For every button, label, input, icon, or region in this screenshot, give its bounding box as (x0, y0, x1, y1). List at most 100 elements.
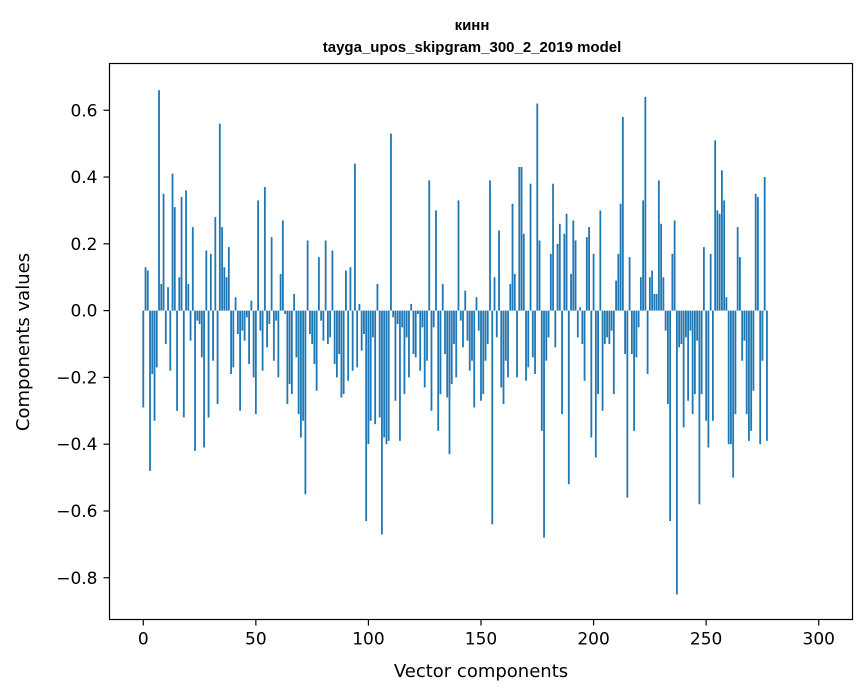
bar (155, 310, 158, 368)
bar (766, 310, 768, 441)
bar (446, 310, 449, 398)
bar (608, 310, 611, 344)
y-tick-label: 0.2 (70, 235, 97, 255)
bar (639, 277, 642, 311)
bar (363, 310, 365, 334)
bar (187, 283, 190, 311)
bar (176, 310, 178, 411)
y-tick-label: −0.6 (56, 502, 97, 522)
bar (682, 310, 685, 428)
bar (173, 207, 176, 311)
bar (657, 180, 660, 311)
bar (376, 283, 379, 311)
y-tick-label: −0.2 (56, 368, 97, 388)
bar (236, 310, 239, 334)
bar (311, 310, 314, 344)
bar (441, 283, 444, 311)
bar (214, 217, 217, 311)
bar (365, 310, 368, 521)
bar (308, 310, 311, 334)
bar (646, 310, 649, 375)
bar (439, 310, 442, 395)
bar (232, 310, 235, 368)
bar (700, 310, 703, 395)
bar (516, 310, 518, 378)
bar (493, 277, 496, 311)
bar (471, 310, 473, 361)
bar (522, 233, 525, 311)
bar (635, 310, 638, 358)
bar (637, 310, 640, 328)
bar (340, 310, 343, 398)
bar (626, 310, 629, 498)
bar (198, 310, 201, 324)
bar (426, 310, 428, 361)
bar (527, 310, 530, 368)
bar (428, 180, 431, 311)
bar (216, 310, 219, 405)
bar (723, 200, 726, 311)
bar (171, 173, 174, 311)
bar (394, 310, 397, 401)
bar (322, 310, 325, 341)
bar (644, 96, 647, 311)
bar (432, 310, 435, 328)
bar (401, 310, 404, 328)
bar (745, 310, 748, 415)
bar (705, 310, 708, 421)
bar (754, 193, 757, 311)
bar (567, 310, 570, 485)
x-tick-label: 150 (465, 630, 497, 650)
bar (761, 310, 764, 361)
bar (500, 310, 503, 388)
bar (730, 310, 732, 445)
bar (547, 310, 550, 338)
bar (182, 310, 185, 418)
bar (556, 243, 559, 311)
bar (484, 310, 487, 361)
bar (333, 310, 336, 365)
y-tick-label: 0.0 (70, 302, 97, 322)
bar (277, 310, 280, 378)
bar (630, 310, 633, 355)
bar (450, 310, 453, 385)
x-axis-label: Vector components (394, 661, 568, 682)
bar (412, 310, 415, 355)
bar (725, 297, 728, 311)
x-axis: 0 50 100 150 200 250 300 (138, 619, 835, 650)
bar (531, 310, 534, 358)
bar (268, 310, 271, 324)
bar (538, 240, 541, 311)
bar (191, 227, 194, 311)
bar (372, 310, 374, 338)
bar (205, 250, 208, 311)
bar (408, 310, 410, 378)
bar (270, 237, 273, 311)
bar (703, 247, 705, 311)
bar (234, 297, 237, 311)
bar (464, 290, 467, 311)
bar (748, 310, 750, 441)
bar (360, 310, 363, 351)
bar (221, 227, 223, 311)
x-tick-label: 250 (690, 630, 722, 650)
bar (354, 163, 356, 311)
bar (421, 310, 424, 328)
bar (588, 227, 590, 311)
bar (414, 310, 417, 358)
bar (144, 267, 147, 311)
bar (164, 310, 167, 344)
bar-series (142, 90, 768, 595)
bar (673, 220, 676, 311)
bar (281, 220, 284, 311)
bar (633, 310, 635, 431)
bar (223, 267, 226, 311)
bar (689, 310, 692, 331)
bar (594, 310, 597, 458)
bar (196, 310, 199, 321)
bar (230, 310, 232, 375)
bar (576, 310, 579, 338)
bar (561, 310, 563, 415)
bar (207, 310, 210, 418)
bar (664, 310, 667, 331)
